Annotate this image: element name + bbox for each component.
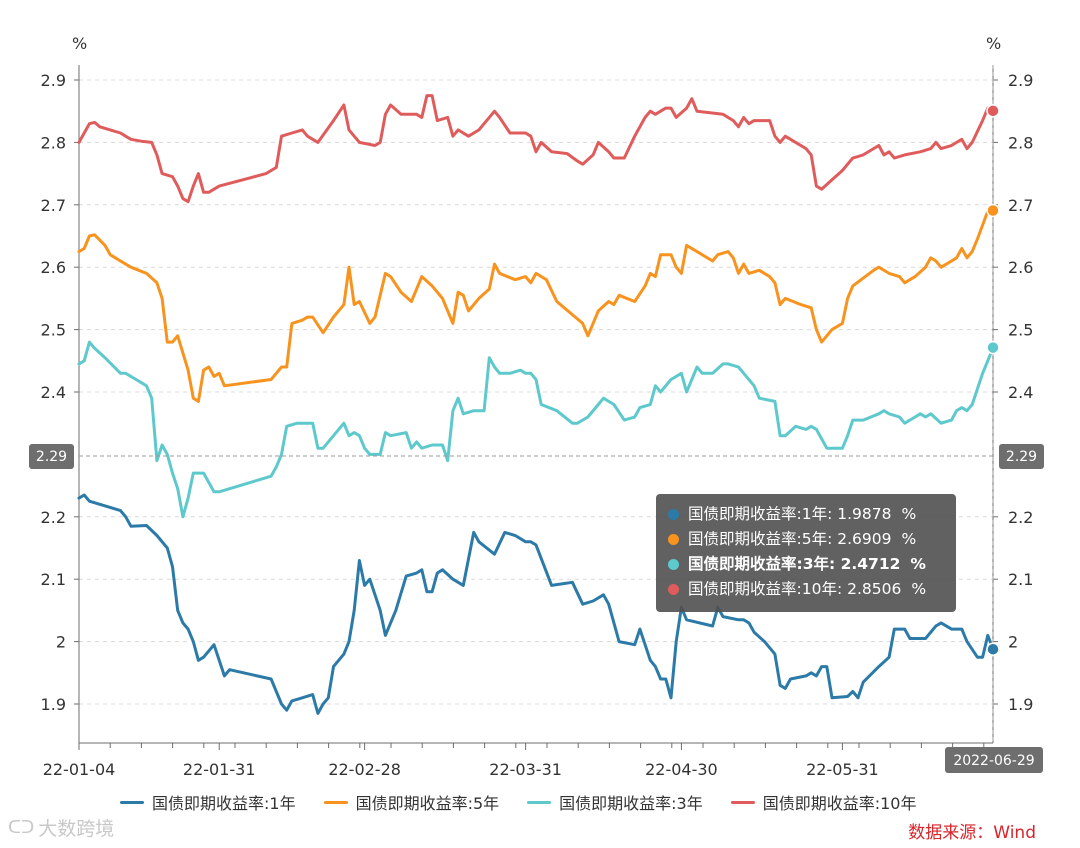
series-end-markers bbox=[986, 104, 1000, 656]
legend-swatch-5y bbox=[323, 800, 348, 804]
watermark-text: 大数跨境 bbox=[38, 818, 115, 840]
tooltip: 国债即期收益率:1年: 1.9878% 国债即期收益率:5年: 2.6909% … bbox=[656, 494, 956, 612]
tooltip-dot-3y bbox=[668, 559, 679, 570]
y-tick-label-left: 2.8 bbox=[41, 133, 66, 152]
y-tick-label-left: 2 bbox=[56, 633, 66, 652]
series-line-1 bbox=[77, 209, 995, 403]
x-tick-label: 22-04-30 bbox=[645, 760, 718, 779]
tooltip-row-1y: 国债即期收益率:1年: 1.9878% bbox=[668, 502, 944, 527]
tooltip-value-10y: 国债即期收益率:10年: 2.8506 bbox=[688, 580, 902, 598]
crosshair-y-badge-left bbox=[29, 444, 74, 469]
y-tick-label-left: 2.5 bbox=[41, 321, 66, 340]
legend-label-3y: 国债即期收益率:3年 bbox=[559, 794, 703, 813]
legend-item-10y[interactable]: 国债即期收益率:10年 bbox=[730, 790, 917, 814]
legend-swatch-10y bbox=[730, 800, 755, 804]
legend-item-3y[interactable]: 国债即期收益率:3年 bbox=[527, 790, 703, 814]
y-tick-label-right: 2.7 bbox=[1008, 196, 1033, 215]
tooltip-row-3y: 国债即期收益率:3年: 2.4712% bbox=[668, 552, 944, 577]
left-unit-label: % bbox=[72, 34, 87, 53]
right-unit-label: % bbox=[986, 34, 1001, 53]
crosshair-x-badge bbox=[945, 747, 1043, 773]
y-tick-label-left: 2.4 bbox=[41, 383, 66, 402]
x-tick-labels: 22-01-04 22-01-31 22-02-28 22-03-31 22-04-30… bbox=[43, 760, 879, 779]
legend-label-5y: 国债即期收益率:5年 bbox=[355, 794, 500, 813]
y-tick-label-right: 2.8 bbox=[1008, 133, 1033, 152]
legend-label-10y: 国债即期收益率:10年 bbox=[762, 794, 917, 813]
watermark-logo-icon: ᑕᑐ bbox=[8, 817, 35, 838]
tooltip-value-5y: 国债即期收益率:5年: 2.6909 bbox=[688, 530, 892, 548]
legend-swatch-3y bbox=[527, 800, 552, 804]
tooltip-dot-1y bbox=[668, 509, 679, 520]
crosshair-y-badge-right bbox=[999, 444, 1044, 469]
tooltip-unit-3y: % bbox=[910, 555, 926, 573]
y-tick-labels: 2.9 2.9 2.8 2.8 2.7 2.7 2.6 2.6 2.5 2.5 2.4 2.4 2.2 2… bbox=[41, 71, 1034, 714]
series-line-3 bbox=[77, 94, 995, 204]
x-tick-label: 22-05-31 bbox=[806, 760, 879, 779]
y-tick-label-left: 2.7 bbox=[41, 196, 66, 215]
y-tick-label-left: 2.9 bbox=[41, 71, 66, 90]
data-source: 数据来源：Wind bbox=[908, 823, 1036, 843]
series-end-marker-1 bbox=[986, 203, 1000, 218]
tooltip-unit-10y: % bbox=[911, 580, 927, 598]
series-end-marker-2 bbox=[986, 340, 1000, 355]
crosshair-y-label-left: 2.29 bbox=[36, 449, 67, 465]
y-tick-label-right: 2.4 bbox=[1008, 383, 1033, 402]
series-line-0 bbox=[77, 493, 995, 715]
series-end-marker-0 bbox=[986, 642, 1000, 656]
y-tick-label-right: 2 bbox=[1008, 633, 1018, 652]
series-end-marker-3 bbox=[986, 104, 1000, 118]
gridlines bbox=[74, 79, 998, 750]
x-tick-label: 22-01-04 bbox=[43, 760, 116, 779]
tooltip-dot-10y bbox=[668, 584, 679, 595]
y-tick-label-left: 2.2 bbox=[41, 508, 66, 527]
legend-swatch-1y bbox=[120, 800, 144, 804]
y-tick-label-right: 2.9 bbox=[1008, 71, 1033, 90]
y-tick-label-right: 2.6 bbox=[1008, 258, 1033, 277]
y-tick-label-right: 1.9 bbox=[1008, 695, 1033, 714]
watermark: ᑕᑐ 大数跨境 bbox=[8, 814, 114, 841]
crosshair-y-label-right: 2.29 bbox=[1006, 449, 1037, 465]
legend: 国债即期收益率:1年 国债即期收益率:5年 国债即期收益率:3年 国债即期收益率… bbox=[120, 790, 945, 814]
legend-item-5y[interactable]: 国债即期收益率:5年 bbox=[323, 790, 500, 814]
series-line-2 bbox=[77, 340, 995, 519]
tooltip-value-3y: 国债即期收益率:3年: 2.4712 bbox=[688, 555, 901, 573]
x-tick-label: 22-03-31 bbox=[489, 760, 562, 779]
tooltip-row-5y: 国债即期收益率:5年: 2.6909% bbox=[668, 527, 944, 552]
tooltip-value-1y: 国债即期收益率:1年: 1.9878 bbox=[688, 505, 892, 523]
tooltip-dot-5y bbox=[668, 534, 679, 545]
x-tick-label: 22-01-31 bbox=[183, 760, 256, 779]
tooltip-unit-5y: % bbox=[901, 530, 917, 548]
y-tick-label-right: 2.5 bbox=[1008, 321, 1033, 340]
series-lines bbox=[77, 94, 995, 715]
legend-item-1y[interactable]: 国债即期收益率:1年 bbox=[120, 790, 296, 814]
tooltip-row-10y: 国债即期收益率:10年: 2.8506% bbox=[668, 577, 944, 602]
y-tick-label-right: 2.2 bbox=[1008, 508, 1033, 527]
y-tick-label-left: 2.1 bbox=[41, 570, 66, 589]
crosshair: 2.29 2.29 2022-06-29 bbox=[29, 65, 1044, 773]
legend-label-1y: 国债即期收益率:1年 bbox=[152, 794, 296, 813]
tooltip-unit-1y: % bbox=[901, 505, 917, 523]
crosshair-x-label: 2022-06-29 bbox=[953, 753, 1034, 769]
x-tick-label: 22-02-28 bbox=[328, 760, 401, 779]
y-tick-label-right: 2.1 bbox=[1008, 570, 1033, 589]
y-tick-label-left: 1.9 bbox=[41, 695, 66, 714]
y-tick-label-left: 2.6 bbox=[41, 258, 66, 277]
